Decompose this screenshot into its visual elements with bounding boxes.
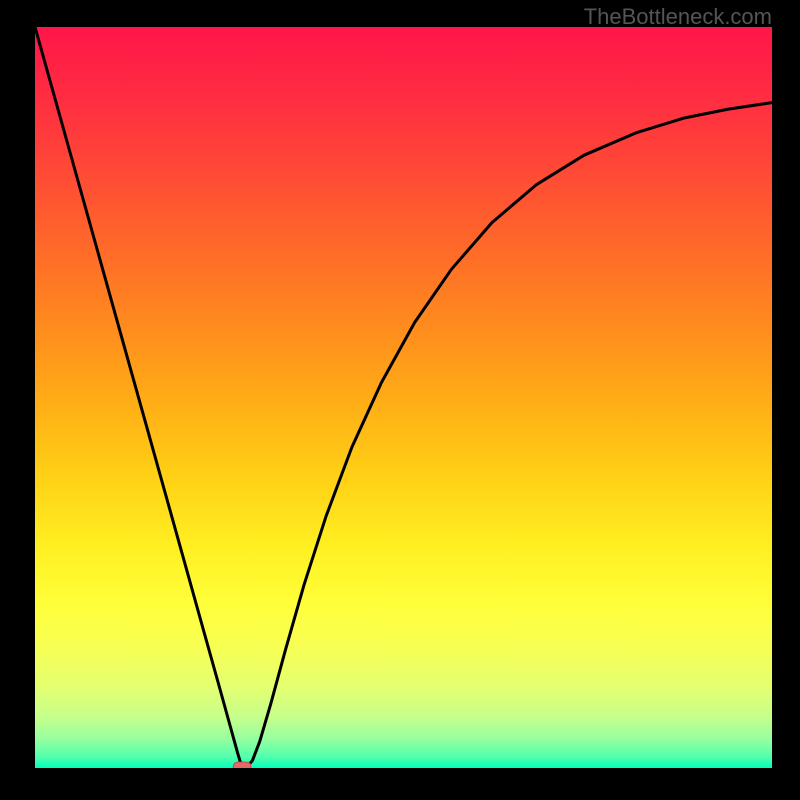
chart-background xyxy=(35,27,772,768)
plot-area xyxy=(35,27,772,768)
attribution-text: TheBottleneck.com xyxy=(584,4,772,30)
outer-frame: TheBottleneck.com xyxy=(0,0,800,800)
chart-svg xyxy=(35,27,772,768)
minimum-marker xyxy=(233,762,251,768)
